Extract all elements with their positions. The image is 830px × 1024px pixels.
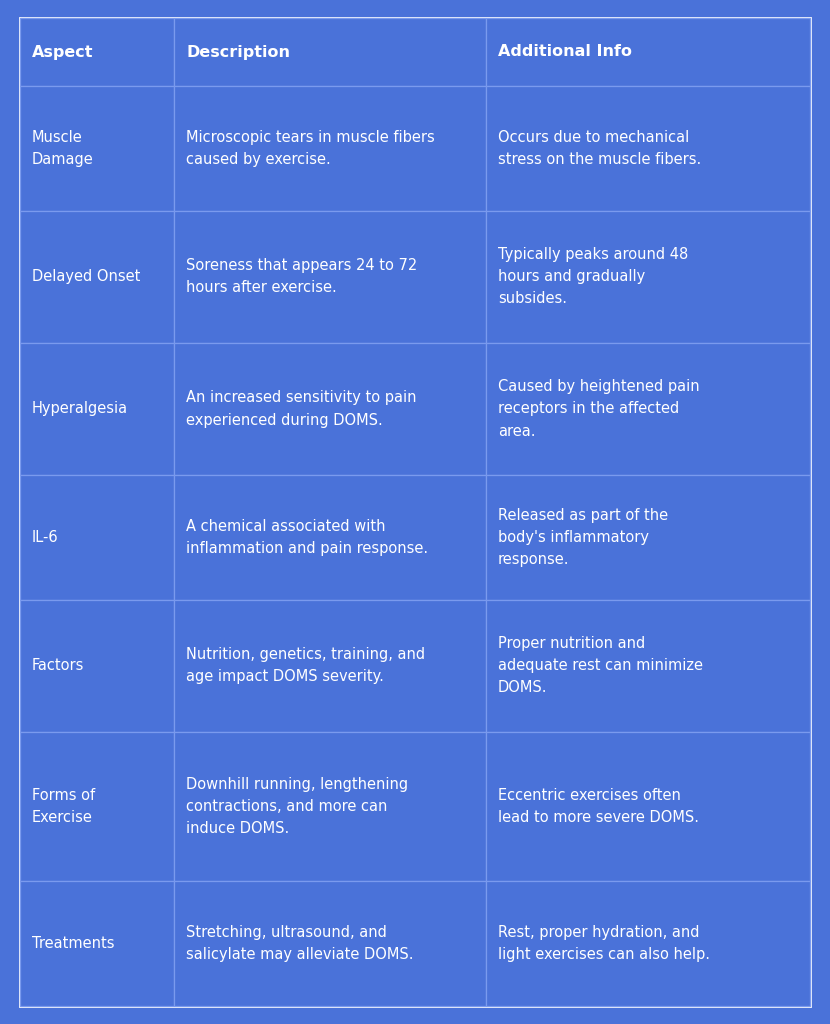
Text: IL-6: IL-6 — [32, 529, 59, 545]
Bar — [20, 732, 174, 882]
Text: Released as part of the
body's inflammatory
response.: Released as part of the body's inflammat… — [498, 508, 668, 567]
Bar — [20, 211, 174, 343]
Text: Delayed Onset: Delayed Onset — [32, 269, 140, 285]
Text: A chemical associated with
inflammation and pain response.: A chemical associated with inflammation … — [186, 519, 428, 556]
Bar — [486, 86, 810, 211]
Text: Rest, proper hydration, and
light exercises can also help.: Rest, proper hydration, and light exerci… — [498, 925, 710, 963]
Text: Caused by heightened pain
receptors in the affected
area.: Caused by heightened pain receptors in t… — [498, 379, 700, 438]
Text: Muscle
Damage: Muscle Damage — [32, 130, 94, 167]
Bar — [20, 475, 174, 600]
Bar — [174, 732, 486, 882]
Text: Downhill running, lengthening
contractions, and more can
induce DOMS.: Downhill running, lengthening contractio… — [186, 777, 408, 837]
Bar — [20, 18, 174, 86]
Text: Stretching, ultrasound, and
salicylate may alleviate DOMS.: Stretching, ultrasound, and salicylate m… — [186, 925, 413, 963]
Bar — [174, 600, 486, 732]
Text: Description: Description — [186, 44, 290, 59]
Bar — [174, 882, 486, 1006]
Text: Microscopic tears in muscle fibers
caused by exercise.: Microscopic tears in muscle fibers cause… — [186, 130, 435, 167]
Bar — [486, 18, 810, 86]
Bar — [20, 343, 174, 475]
Text: Aspect: Aspect — [32, 44, 94, 59]
Bar — [174, 211, 486, 343]
Text: Eccentric exercises often
lead to more severe DOMS.: Eccentric exercises often lead to more s… — [498, 788, 699, 825]
Bar — [174, 18, 486, 86]
Bar — [20, 600, 174, 732]
Text: Soreness that appears 24 to 72
hours after exercise.: Soreness that appears 24 to 72 hours aft… — [186, 258, 417, 295]
Bar — [486, 732, 810, 882]
Text: An increased sensitivity to pain
experienced during DOMS.: An increased sensitivity to pain experie… — [186, 390, 417, 428]
Bar — [486, 475, 810, 600]
Bar — [174, 343, 486, 475]
Text: Treatments: Treatments — [32, 936, 115, 951]
Text: Proper nutrition and
adequate rest can minimize
DOMS.: Proper nutrition and adequate rest can m… — [498, 636, 703, 695]
Bar — [486, 600, 810, 732]
Text: Factors: Factors — [32, 658, 85, 673]
Text: Additional Info: Additional Info — [498, 44, 632, 59]
Text: Hyperalgesia: Hyperalgesia — [32, 401, 128, 417]
Bar — [20, 86, 174, 211]
Text: Occurs due to mechanical
stress on the muscle fibers.: Occurs due to mechanical stress on the m… — [498, 130, 701, 167]
Bar — [486, 211, 810, 343]
Bar — [486, 882, 810, 1006]
Text: Typically peaks around 48
hours and gradually
subsides.: Typically peaks around 48 hours and grad… — [498, 247, 688, 306]
Bar — [486, 343, 810, 475]
Bar — [174, 475, 486, 600]
Text: Forms of
Exercise: Forms of Exercise — [32, 788, 95, 825]
Bar — [174, 86, 486, 211]
Bar — [20, 882, 174, 1006]
Text: Nutrition, genetics, training, and
age impact DOMS severity.: Nutrition, genetics, training, and age i… — [186, 647, 425, 684]
